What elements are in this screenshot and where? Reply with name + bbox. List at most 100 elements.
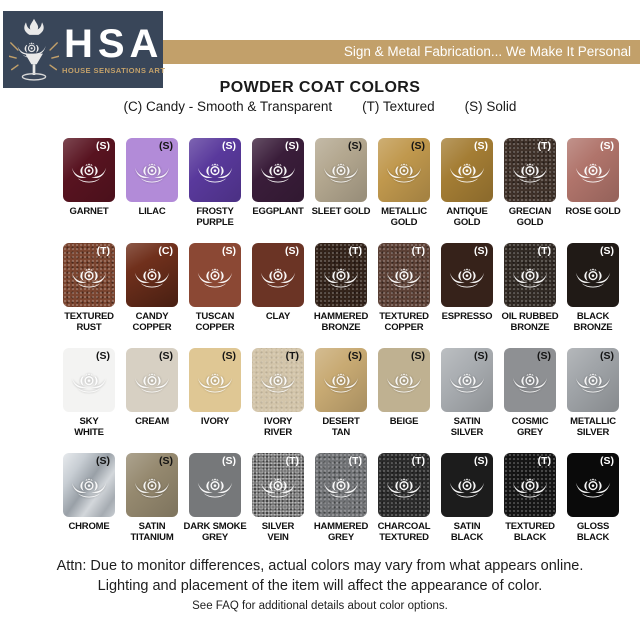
color-chip: (S) [252, 243, 304, 307]
finish-code: (S) [222, 140, 236, 152]
lotus-icon [196, 161, 234, 185]
finish-code: (T) [348, 455, 362, 467]
color-chip: (S) [126, 138, 178, 202]
color-chip: (S) [441, 138, 493, 202]
finish-code: (S) [222, 245, 236, 257]
finish-code: (S) [474, 455, 488, 467]
swatch-cell: (S) SATIN SILVER [441, 348, 493, 453]
swatch-cell: (S) CLAY [252, 243, 304, 348]
color-chip: (S) [567, 138, 619, 202]
color-chip: (S) [441, 348, 493, 412]
color-chip: (S) [567, 348, 619, 412]
disclaimer-line-1: Attn: Due to monitor differences, actual… [56, 558, 584, 574]
color-chip: (S) [63, 348, 115, 412]
swatch-cell: (S) BLACK BRONZE [567, 243, 619, 348]
finish-code: (S) [285, 245, 299, 257]
swatch-cell: (S) SKY WHITE [63, 348, 115, 453]
swatch-cell: (S) LILAC [126, 138, 178, 243]
color-name: CREAM [135, 416, 169, 427]
color-chip: (C) [126, 243, 178, 307]
finish-code: (S) [474, 140, 488, 152]
color-name: EGGPLANT [252, 206, 304, 217]
swatch-cell: (S) METALLIC SILVER [567, 348, 619, 453]
finish-code: (S) [96, 455, 110, 467]
finish-code: (S) [222, 455, 236, 467]
swatch-cell: (S) SATIN TITANIUM [126, 453, 178, 558]
color-chip: (S) [504, 348, 556, 412]
lotus-icon [574, 161, 612, 185]
color-name: BEIGE [389, 416, 419, 427]
color-name: TUSCAN COPPER [195, 311, 235, 333]
swatch-cell: (S) IVORY [189, 348, 241, 453]
color-chip: (S) [567, 453, 619, 517]
lotus-icon [259, 371, 297, 395]
lotus-icon [70, 161, 108, 185]
color-chip: (T) [252, 348, 304, 412]
color-name: SATIN SILVER [450, 416, 484, 438]
color-name: SATIN BLACK [450, 521, 484, 543]
finish-code: (C) [158, 245, 173, 257]
lotus-icon [574, 371, 612, 395]
finish-code: (T) [537, 455, 551, 467]
color-chip: (S) [126, 453, 178, 517]
finish-code: (T) [537, 245, 551, 257]
lotus-icon [574, 266, 612, 290]
finish-code: (S) [411, 350, 425, 362]
finish-code: (S) [474, 245, 488, 257]
color-chip: (S) [315, 138, 367, 202]
color-name: BLACK BRONZE [573, 311, 613, 333]
lotus-icon [322, 371, 360, 395]
swatch-cell: (T) HAMMERED GREY [314, 453, 368, 558]
swatch-cell: (S) TUSCAN COPPER [189, 243, 241, 348]
color-chip: (S) [189, 138, 241, 202]
color-name: FROSTY PURPLE [196, 206, 234, 228]
color-name: METALLIC GOLD [381, 206, 427, 228]
logo-text: HSA HOUSE SENSATIONS ART [62, 24, 165, 75]
page-title: POWDER COAT COLORS [219, 79, 421, 96]
color-name: IVORY [200, 416, 230, 427]
color-chip: (S) [126, 348, 178, 412]
color-chip: (T) [63, 243, 115, 307]
color-name: HAMMERED GREY [313, 521, 369, 543]
lotus-icon [70, 371, 108, 395]
color-chip: (S) [378, 348, 430, 412]
color-name: SATIN TITANIUM [130, 521, 174, 543]
swatch-cell: (C) CANDY COPPER [126, 243, 178, 348]
lotus-icon [448, 476, 486, 500]
color-chip: (S) [189, 243, 241, 307]
color-name: HAMMERED BRONZE [313, 311, 369, 333]
lotus-icon [196, 371, 234, 395]
finish-code: (S) [159, 140, 173, 152]
color-chip: (S) [378, 138, 430, 202]
finish-code: (S) [96, 350, 110, 362]
swatch-cell: (S) ANTIQUE GOLD [441, 138, 493, 243]
color-name: CHROME [68, 521, 110, 532]
faq-note: See FAQ for additional details about col… [192, 600, 448, 612]
swatch-cell: (T) TEXTURED RUST [63, 243, 115, 348]
swatch-cell: (S) GLOSS BLACK [567, 453, 619, 558]
swatch-cell: (T) TEXTURED BLACK [504, 453, 556, 558]
lotus-icon [259, 476, 297, 500]
lotus-icon [385, 161, 423, 185]
lotus-icon [196, 266, 234, 290]
lotus-icon [322, 266, 360, 290]
swatch-cell: (S) FROSTY PURPLE [189, 138, 241, 243]
lotus-icon [574, 476, 612, 500]
lotus-icon [385, 476, 423, 500]
swatch-cell: (S) DARK SMOKE GREY [184, 453, 247, 558]
finish-code: (S) [600, 455, 614, 467]
finish-code: (S) [537, 350, 551, 362]
color-chip: (S) [252, 138, 304, 202]
finish-code: (S) [285, 140, 299, 152]
swatch-cell: (T) IVORY RIVER [252, 348, 304, 453]
color-chip: (T) [378, 243, 430, 307]
lotus-icon [133, 476, 171, 500]
finish-code: (T) [411, 245, 425, 257]
finish-code: (S) [159, 350, 173, 362]
lotus-icon [511, 266, 549, 290]
finish-code: (S) [348, 350, 362, 362]
swatch-cell: (T) OIL RUBBED BRONZE [502, 243, 559, 348]
swatch-cell: (T) GRECIAN GOLD [504, 138, 556, 243]
color-name: DESERT TAN [322, 416, 360, 438]
swatch-cell: (S) CHROME [63, 453, 115, 558]
